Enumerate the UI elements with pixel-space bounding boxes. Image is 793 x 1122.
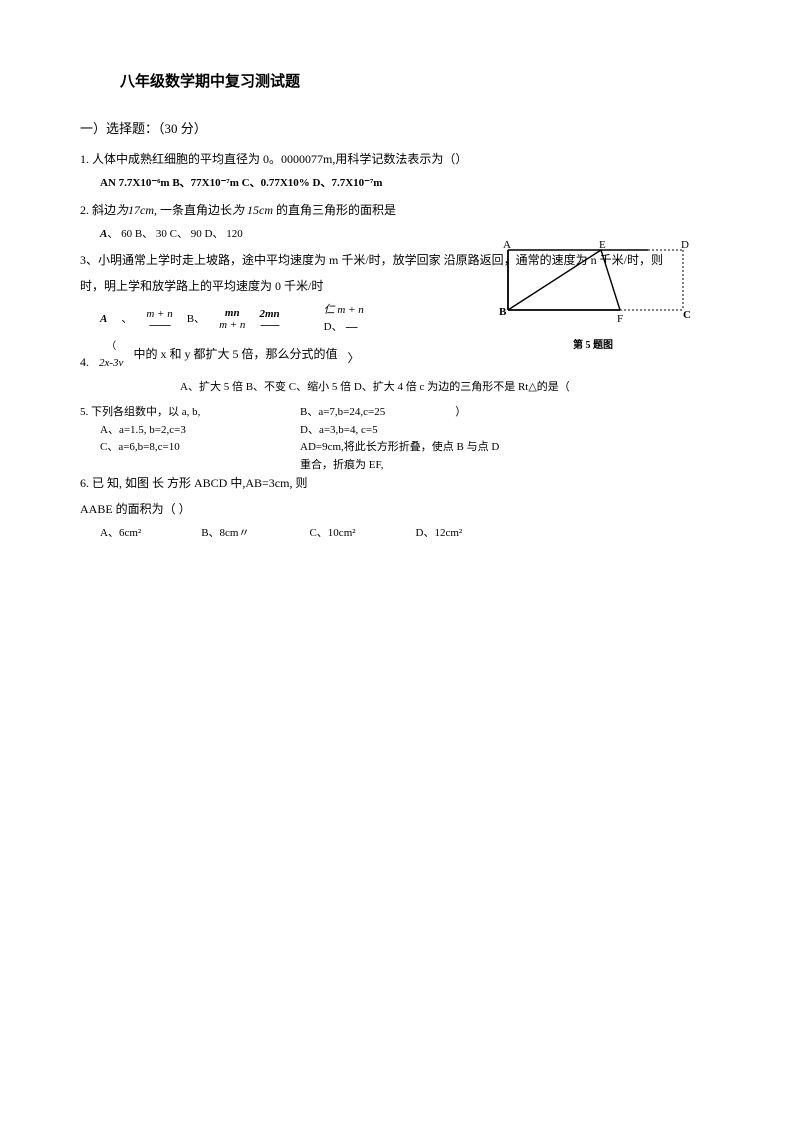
- q2-head: 2. 斜边: [80, 203, 116, 217]
- q5-rowC: C、a=6,b=8,c=10: [100, 439, 300, 474]
- figure-svg: A E D B F C: [493, 240, 693, 330]
- fig-label-B: B: [499, 306, 507, 318]
- q5-rowA1: A、a=1.5, b=2,c=3: [100, 422, 300, 440]
- q4-paren2: 〉: [347, 349, 359, 368]
- q3-fracA: m + n ---------: [146, 308, 172, 331]
- question-5: 5. 下列各组数中，以 a, b, B、a=7,b=24,c=25） A、a=1…: [100, 404, 723, 474]
- question-6-line1: 6. 已 知, 如图 长 方形 ABCD 中,AB=3cm, 则: [80, 474, 723, 493]
- q1-answers-text: AN 7.7X10⁻⁶m B、77X10⁻⁷m C、0.77X10% D、7.7…: [100, 177, 382, 189]
- q3-optD-text: 仁 m + n: [324, 304, 364, 316]
- q3-fracC-num: 2mn: [259, 308, 279, 320]
- fig-label-E: E: [599, 240, 606, 251]
- q6-optA: A、6cm²: [100, 525, 141, 543]
- q3-optD2: D、: [324, 321, 343, 333]
- question-2: 2. 斜边为17cm, 一条直角边长为 15cm 的直角三角形的面积是: [80, 201, 723, 220]
- q4-expr: 2x-3v: [99, 355, 123, 373]
- q2-mid: 一条直角边长: [157, 203, 232, 217]
- q3-fracB-den: m + n: [219, 319, 245, 331]
- q5-paren: ）: [455, 406, 466, 418]
- q3-fracC: 2mn --------: [259, 308, 279, 331]
- q3-fracB: mn m + n: [219, 307, 245, 331]
- q5-line1: 5. 下列各组数中，以 a, b,: [80, 404, 300, 422]
- q3-optA: A: [100, 311, 107, 329]
- q3-optD: 仁 m + n D、 -----: [324, 302, 364, 337]
- q4-paren: （: [106, 339, 116, 355]
- fig-label-C: C: [683, 309, 691, 321]
- q2-a-rest: 、 60 B、 30 C、 90 D、 120: [107, 228, 242, 240]
- q4-answers: A、扩大 5 倍 B、不变 C、缩小 5 倍 D、扩大 4 倍 c 为边的三角形…: [180, 379, 723, 397]
- q3-dashesA: ---------: [149, 320, 170, 331]
- section-1-header: 一）选择题：（30 分）: [80, 119, 723, 140]
- fig-label-D: D: [681, 240, 689, 251]
- q3-dashesD: -----: [345, 322, 357, 333]
- q5-rowAD: AD=9cm,将此长方形折叠，使点 B 与点 D 重合，折痕为 EF,: [300, 439, 500, 474]
- doc-title: 八年级数学期中复习测试题: [120, 70, 723, 94]
- question-6-line2: AABE 的面积为（ ）: [80, 500, 723, 519]
- question-1: 1. 人体中成熟红细胞的平均直径为 0。0000077m,用科学记数法表示为（）: [80, 150, 723, 169]
- q3-fracB-num: mn: [225, 307, 240, 319]
- q3-text2: 时，明上学和放学路上的平均速度为 0 千米/时: [80, 279, 323, 293]
- q2-it1: 为17cm,: [116, 203, 157, 217]
- q3-fracA-num: m + n: [146, 308, 172, 320]
- q4-num: 4.: [80, 353, 89, 372]
- q1-answers: AN 7.7X10⁻⁶m B、77X10⁻⁷m C、0.77X10% D、7.7…: [100, 175, 723, 193]
- q3-optB: B、: [187, 311, 205, 329]
- figure-caption: 第 5 题图: [493, 338, 693, 354]
- q3-dashesC: --------: [260, 320, 279, 331]
- q5-rowB: B、a=7,b=24,c=25: [300, 406, 385, 418]
- fig-label-F: F: [617, 313, 623, 325]
- figure-5: A E D B F C 第 5 题图: [493, 240, 693, 354]
- fig-label-A: A: [503, 240, 511, 251]
- q6-optB: B、8cm〃: [201, 525, 249, 543]
- q1-text: 1. 人体中成熟红细胞的平均直径为 0。0000077m,用科学记数法表示为（）: [80, 152, 467, 166]
- q2-end: 的直角三角形的面积是: [273, 203, 396, 217]
- q5-rowD: D、a=3,b=4, c=5: [300, 422, 500, 440]
- q4-text: 中的 x 和 y 都扩大 5 倍，那么分式的值: [133, 345, 337, 364]
- q2-it2: 为 15cm: [232, 203, 273, 217]
- q6-optC: C、10cm²: [309, 525, 355, 543]
- q6-optD: D、12cm²: [416, 525, 463, 543]
- q6-answers: A、6cm² B、8cm〃 C、10cm² D、12cm²: [100, 525, 723, 543]
